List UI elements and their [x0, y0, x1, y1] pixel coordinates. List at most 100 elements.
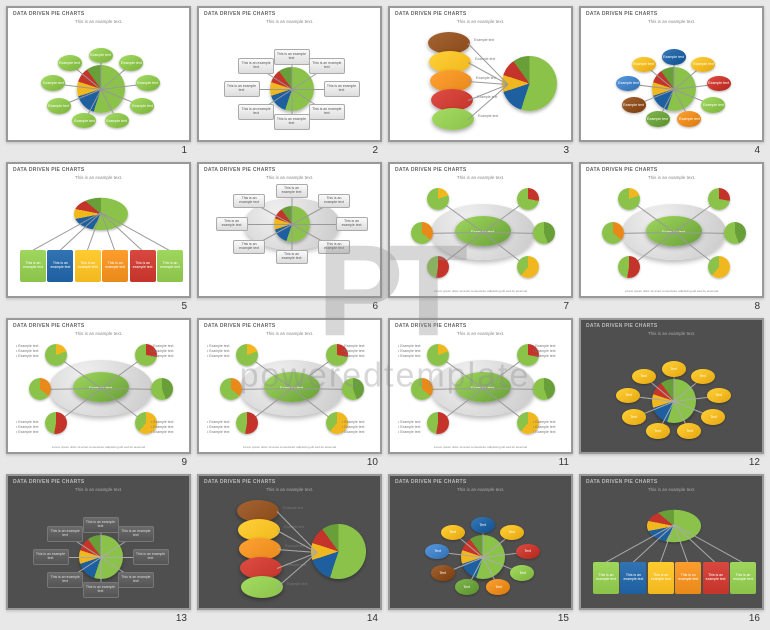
slide-title: DATA DRIVEN PIE CHARTS — [390, 476, 571, 486]
satellite-node: Text — [500, 525, 524, 541]
satellite-node: Example text — [616, 76, 640, 92]
slide[interactable]: DATA DRIVEN PIE CHARTS This is an example… — [197, 6, 382, 142]
satellite-node: Example text — [47, 98, 71, 114]
mini-pie — [618, 256, 640, 278]
mini-pie — [517, 188, 539, 210]
slide-title: DATA DRIVEN PIE CHARTS — [199, 8, 380, 18]
mini-pie — [427, 344, 449, 366]
slide-number: 5 — [181, 301, 187, 312]
slide-body: Example textExample textExample textExam… — [199, 494, 380, 608]
slide[interactable]: DATA DRIVEN PIE CHARTSThis is an example… — [388, 6, 573, 142]
mini-pie — [342, 378, 364, 400]
bullet-list: Example textExample textExample text — [151, 420, 173, 435]
satellite-node: Example text — [41, 75, 65, 91]
slide[interactable]: DATA DRIVEN PIE CHARTSThis is an example… — [388, 474, 573, 610]
slide-cell: DATA DRIVEN PIE CHARTSThis is an example… — [579, 6, 764, 156]
text-box: This is an example text — [648, 562, 674, 594]
slide-subtitle: This is an example text. — [199, 174, 380, 181]
mini-pie — [724, 222, 746, 244]
slide-body: TextTextTextTextTextTextTextTextText — [390, 494, 571, 608]
slide-body: Example textExample textExample textExam… — [390, 26, 571, 140]
slide[interactable]: DATA DRIVEN PIE CHARTSThis is an example… — [197, 474, 382, 610]
slide-title: DATA DRIVEN PIE CHARTS — [8, 164, 189, 174]
slide[interactable]: DATA DRIVEN PIE CHARTSThis is an example… — [579, 474, 764, 610]
satellite-node: Text — [455, 579, 479, 595]
slide[interactable]: DATA DRIVEN PIE CHARTSThis is an example… — [579, 162, 764, 298]
slide-body: TextTextTextTextTextTextTextTextText — [581, 338, 762, 452]
slide[interactable]: DATA DRIVEN PIE CHARTSThis is an example… — [579, 6, 764, 142]
footer-text: Lorem ipsum dolor sit amet consectetur a… — [8, 445, 189, 449]
bullet-list: Example textExample textExample text — [207, 420, 229, 435]
text-box: This is an example text — [133, 549, 169, 565]
slide-title: DATA DRIVEN PIE CHARTS — [581, 8, 762, 18]
text-box: This is an example text — [238, 58, 274, 74]
bullet-list: Example textExample textExample text — [207, 344, 229, 359]
slide[interactable]: DATA DRIVEN PIE CHARTSThis is an example… — [6, 318, 191, 454]
satellite-node: Text — [425, 544, 449, 560]
satellite-node: Example text — [677, 111, 701, 127]
bullet-list: Example textExample textExample text — [533, 420, 555, 435]
text-box: This is an example text — [309, 104, 345, 120]
text-box: This is an example text — [47, 572, 83, 588]
slide-number: 12 — [749, 457, 760, 468]
slide[interactable]: DATA DRIVEN PIE CHARTSThis is an example… — [579, 318, 764, 454]
slide-cell: DATA DRIVEN PIE CHARTSThis is an example… — [197, 474, 382, 624]
slide[interactable]: DATA DRIVEN PIE CHARTSThis is an example… — [197, 318, 382, 454]
slide-subtitle: This is an example text. — [8, 174, 189, 181]
satellite-node: Example text — [58, 55, 82, 71]
slide-cell: DATA DRIVEN PIE CHARTSThis is an example… — [388, 474, 573, 624]
slide-body: Example textExample textExample text Exam… — [390, 338, 571, 452]
satellite-node: Text — [616, 388, 640, 404]
mini-pie — [411, 222, 433, 244]
slide-cell: DATA DRIVEN PIE CHARTSThis is an example… — [6, 162, 191, 312]
satellite-node: Example text — [72, 113, 96, 129]
satellite-node: Text — [431, 565, 455, 581]
mini-pie — [45, 412, 67, 434]
slide[interactable]: DATA DRIVEN PIE CHARTSThis is an example… — [6, 6, 191, 142]
slide-subtitle: This is an example text. — [199, 330, 380, 337]
slide-number: 3 — [563, 145, 569, 156]
text-box: This is an example text — [675, 562, 701, 594]
slide-title: DATA DRIVEN PIE CHARTS — [390, 164, 571, 174]
slide[interactable]: DATA DRIVEN PIE CHARTSThis is an example… — [6, 162, 191, 298]
slide-title: DATA DRIVEN PIE CHARTS — [390, 8, 571, 18]
slide-number: 16 — [749, 613, 760, 624]
satellite-node: Text — [632, 369, 656, 385]
slide[interactable]: DATA DRIVEN PIE CHARTS This is an example… — [6, 474, 191, 610]
mini-pie — [618, 188, 640, 210]
text-box: This is an example text — [47, 526, 83, 542]
satellite-node: Example text — [105, 113, 129, 129]
slide[interactable]: DATA DRIVEN PIE CHARTSThis is an example… — [388, 318, 573, 454]
footer-text: Lorem ipsum dolor sit amet consectetur a… — [390, 445, 571, 449]
bullet-list: Example textExample textExample text — [398, 344, 420, 359]
slide-body: Example textLorem ipsum dolor sit amet c… — [390, 182, 571, 296]
mini-pie — [411, 378, 433, 400]
slide-body: Example textExample textExample textExam… — [8, 338, 189, 452]
bullet-list: Example textExample textExample text — [342, 344, 364, 359]
satellite-node: Text — [516, 544, 540, 560]
slide-number: 1 — [181, 145, 187, 156]
text-box: This is an example text — [318, 194, 350, 208]
slide-body: Example textExample textExample textExam… — [581, 26, 762, 140]
mini-pie — [427, 256, 449, 278]
mini-pie — [533, 378, 555, 400]
slide-cell: DATA DRIVEN PIE CHARTSThis is an example… — [388, 162, 573, 312]
text-box: This is an example text — [130, 250, 156, 282]
mini-pie — [517, 256, 539, 278]
slide[interactable]: DATA DRIVEN PIE CHARTSThis is an example… — [197, 162, 382, 298]
slide-title: DATA DRIVEN PIE CHARTS — [390, 320, 571, 330]
mini-pie — [29, 378, 51, 400]
slide-number: 6 — [372, 301, 378, 312]
slide-number: 11 — [559, 457, 569, 468]
slide[interactable]: DATA DRIVEN PIE CHARTSThis is an example… — [388, 162, 573, 298]
slide-body: Example textExample textExample text Exam… — [199, 338, 380, 452]
slide-title: DATA DRIVEN PIE CHARTS — [8, 476, 189, 486]
slide-body: This is an example text This is an exampl… — [199, 182, 380, 296]
slide-number: 2 — [372, 145, 378, 156]
slide-body: This is an example textThis is an exampl… — [8, 494, 189, 608]
text-box: This is an example text — [620, 562, 646, 594]
slide-title: DATA DRIVEN PIE CHARTS — [199, 164, 380, 174]
slide-body: This is an example textThis is an exampl… — [8, 182, 189, 296]
text-box: This is an example text — [83, 582, 119, 598]
text-box: This is an example text — [318, 240, 350, 254]
